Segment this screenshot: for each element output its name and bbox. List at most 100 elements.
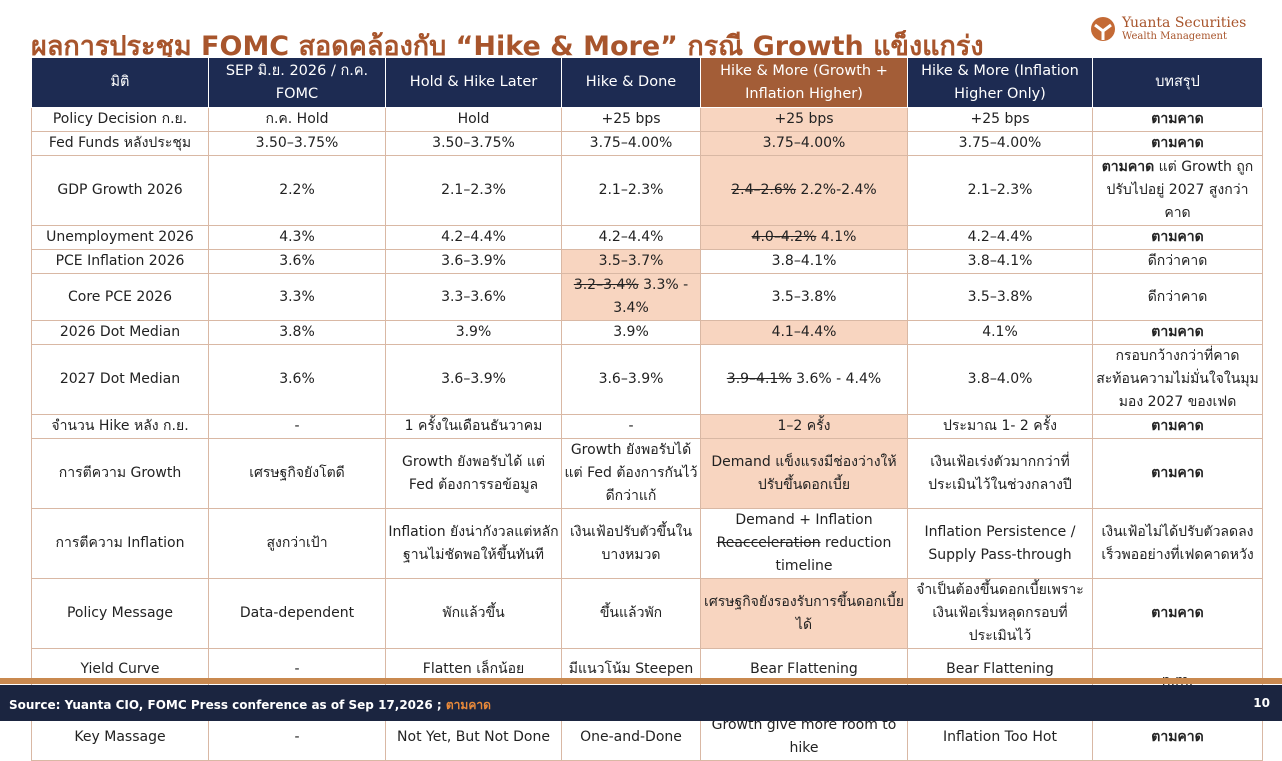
cell-text: One-and-Done xyxy=(580,728,682,745)
cell: ประมาณ 1- 2 ครั้ง xyxy=(907,414,1093,439)
cell-text: 3.6% xyxy=(279,253,315,269)
cell: 3.3–3.6% xyxy=(385,273,562,321)
bold-text: ตามคาด xyxy=(1101,159,1155,175)
logo: Yuanta Securities Wealth Management xyxy=(1090,16,1246,42)
struck-text: Reacceleration xyxy=(716,535,821,551)
cell: 4.1–4.4% xyxy=(700,320,908,345)
cell-text: ก.ค. Hold xyxy=(265,111,329,127)
cell-text: 3.6–3.9% xyxy=(598,371,664,387)
row-label: GDP Growth 2026 xyxy=(31,155,209,226)
cell-text: แต่ Growth ถูกปรับไปอยู่ 2027 สูงกว่าคาด xyxy=(1106,159,1254,221)
cell-text: การตีความ Growth xyxy=(58,465,182,481)
cell: 3.6–3.9% xyxy=(561,344,701,415)
row-label: 2027 Dot Median xyxy=(31,344,209,415)
cell-text: Flatten เล็กน้อย xyxy=(422,660,525,677)
table-row: PCE Inflation 2026 3.6% 3.6–3.9% 3.5–3.7% 3.… xyxy=(31,249,1263,274)
cell-text: Inflation Too Hot xyxy=(942,728,1057,745)
cell-text: +25 bps xyxy=(970,111,1030,127)
cell-text: - xyxy=(628,418,634,434)
cell: เงินเฟ้อไม่ได้ปรับตัวลดลงเร็วพออย่างที่เ… xyxy=(1092,508,1263,579)
header-text: มิติ xyxy=(110,74,130,90)
cell-text: การตีความ Inflation xyxy=(55,535,185,551)
cell: Hold xyxy=(385,107,562,132)
comparison-table: มิติ SEP มิ.ย. 2026 / ก.ค. FOMC Hold & Hik… xyxy=(31,57,1263,761)
cell: 3.8–4.0% xyxy=(907,344,1093,415)
cell: +25 bps xyxy=(907,107,1093,132)
cell: 4.2–4.4% xyxy=(385,225,562,250)
cell: 3.5–3.8% xyxy=(700,273,908,321)
cell: +25 bps xyxy=(700,107,908,132)
cell: 2.1–2.3% xyxy=(385,155,562,226)
cell-text: สูงกว่าเป้า xyxy=(266,535,328,551)
cell-text: 2.1–2.3% xyxy=(967,182,1033,198)
table-row: Policy Decision ก.ย. ก.ค. Hold Hold +25 bps… xyxy=(31,107,1263,132)
cell: Data-dependent xyxy=(208,578,386,649)
cell-text: จำเป็นต้องขึ้นดอกเบี้ยเพราะเงินเฟ้อเริ่ม… xyxy=(916,582,1084,644)
cell-text: 3.5–3.8% xyxy=(967,288,1033,305)
cell-text: ประมาณ 1- 2 ครั้ง xyxy=(943,418,1057,434)
cell-text: 2027 Dot Median xyxy=(59,371,181,387)
header-text: บทสรุป xyxy=(1155,74,1200,90)
cell: 4.2–4.4% xyxy=(907,225,1093,250)
cell: ตามคาด xyxy=(1092,225,1263,250)
row-label: PCE Inflation 2026 xyxy=(31,249,209,274)
cell-text: 3.75–4.00% xyxy=(762,135,846,151)
cell-text: 3.6% xyxy=(279,371,315,387)
logo-icon xyxy=(1091,17,1115,41)
cell-text: จำนวน Hike หลัง ก.ย. xyxy=(51,418,189,434)
cell-text: Growth ยังพอรับได้ แต่ Fed ต้องการรอข้อม… xyxy=(402,453,545,493)
cell: 4.3% xyxy=(208,225,386,250)
cell: 3.8–4.1% xyxy=(907,249,1093,274)
struck-text: 4.0–4.2% xyxy=(751,229,817,245)
cell: สูงกว่าเป้า xyxy=(208,508,386,579)
struck-text: 3.2–3.4% xyxy=(573,277,639,293)
cell-text: 1–2 ครั้ง xyxy=(777,418,831,434)
header-text: Hike & Done xyxy=(585,74,677,90)
cell-text: เศรษฐกิจยังรองรับการขึ้นดอกเบี้ยได้ xyxy=(704,593,904,633)
cell-text: 4.1% xyxy=(820,229,857,245)
bold-text: ตามคาด xyxy=(1151,728,1204,745)
row-label: Unemployment 2026 xyxy=(31,225,209,250)
cell-text: 3.8–4.1% xyxy=(771,253,837,269)
cell: Demand + Inflation Reacceleration reduct… xyxy=(700,508,908,579)
source-note: ตามคาด xyxy=(445,698,491,712)
cell-text: ดีกว่าคาด xyxy=(1147,253,1208,269)
struck-text: 2.4–2.6% xyxy=(731,182,797,198)
cell-text: 2.2%-2.4% xyxy=(800,182,877,198)
cell: 3.8–4.1% xyxy=(700,249,908,274)
cell: 4.1% xyxy=(907,320,1093,345)
cell-text: 3.8–4.0% xyxy=(967,371,1033,387)
cell: 3.8% xyxy=(208,320,386,345)
cell: 3.9–4.1% 3.6% - 4.4% xyxy=(700,344,908,415)
source: Source: Yuanta CIO, FOMC Press conferenc… xyxy=(9,696,491,715)
cell: กรอบกว้างกว่าที่คาด สะท้อนความไม่มั่นใจใ… xyxy=(1092,344,1263,415)
cell: - xyxy=(208,414,386,439)
cell: 3.75–4.00% xyxy=(561,131,701,156)
cell: 3.9% xyxy=(385,320,562,345)
cell-text: Hold xyxy=(457,111,490,127)
cell-text: 3.8–4.1% xyxy=(967,253,1033,269)
cell-text: 4.3% xyxy=(279,229,315,245)
cell: 2.4–2.6% 2.2%-2.4% xyxy=(700,155,908,226)
cell: ตามคาด แต่ Growth ถูกปรับไปอยู่ 2027 สูง… xyxy=(1092,155,1263,226)
table-row: 2027 Dot Median 3.6% 3.6–3.9% 3.6–3.9% 3.9–4… xyxy=(31,344,1263,415)
cell: ตามคาด xyxy=(1092,131,1263,156)
header-cell: Hold & Hike Later xyxy=(385,57,562,108)
bold-text: ตามคาด xyxy=(1151,135,1204,151)
cell-text: - xyxy=(294,418,300,434)
cell-text: 1 ครั้งในเดือนธันวาคม xyxy=(404,418,543,434)
cell: 1 ครั้งในเดือนธันวาคม xyxy=(385,414,562,439)
cell-text: 3.50–3.75% xyxy=(255,135,339,151)
header-row: มิติ SEP มิ.ย. 2026 / ก.ค. FOMC Hold & Hik… xyxy=(31,57,1263,108)
cell-text: เงินเฟ้อไม่ได้ปรับตัวลดลงเร็วพออย่างที่เ… xyxy=(1101,523,1254,563)
table-row: จำนวน Hike หลัง ก.ย. - 1 ครั้งในเดือนธันวา… xyxy=(31,414,1263,439)
header-cell: Hike & More (Inflation Higher Only) xyxy=(907,57,1093,108)
title: ผลการประชุม FOMC สอดคล้องกับ “Hike & Mor… xyxy=(31,31,984,62)
cell-text: กรอบกว้างกว่าที่คาด สะท้อนความไม่มั่นใจใ… xyxy=(1096,348,1259,410)
cell: 2.1–2.3% xyxy=(561,155,701,226)
footer-rule xyxy=(0,678,1282,684)
cell-text: 3.6–3.9% xyxy=(441,253,506,269)
cell-text: เงินเฟ้อเร่งตัวมากกว่าที่ประเมินไว้ในช่ว… xyxy=(928,453,1072,493)
cell-text: Data-dependent xyxy=(239,605,355,621)
row-label: Core PCE 2026 xyxy=(31,273,209,321)
